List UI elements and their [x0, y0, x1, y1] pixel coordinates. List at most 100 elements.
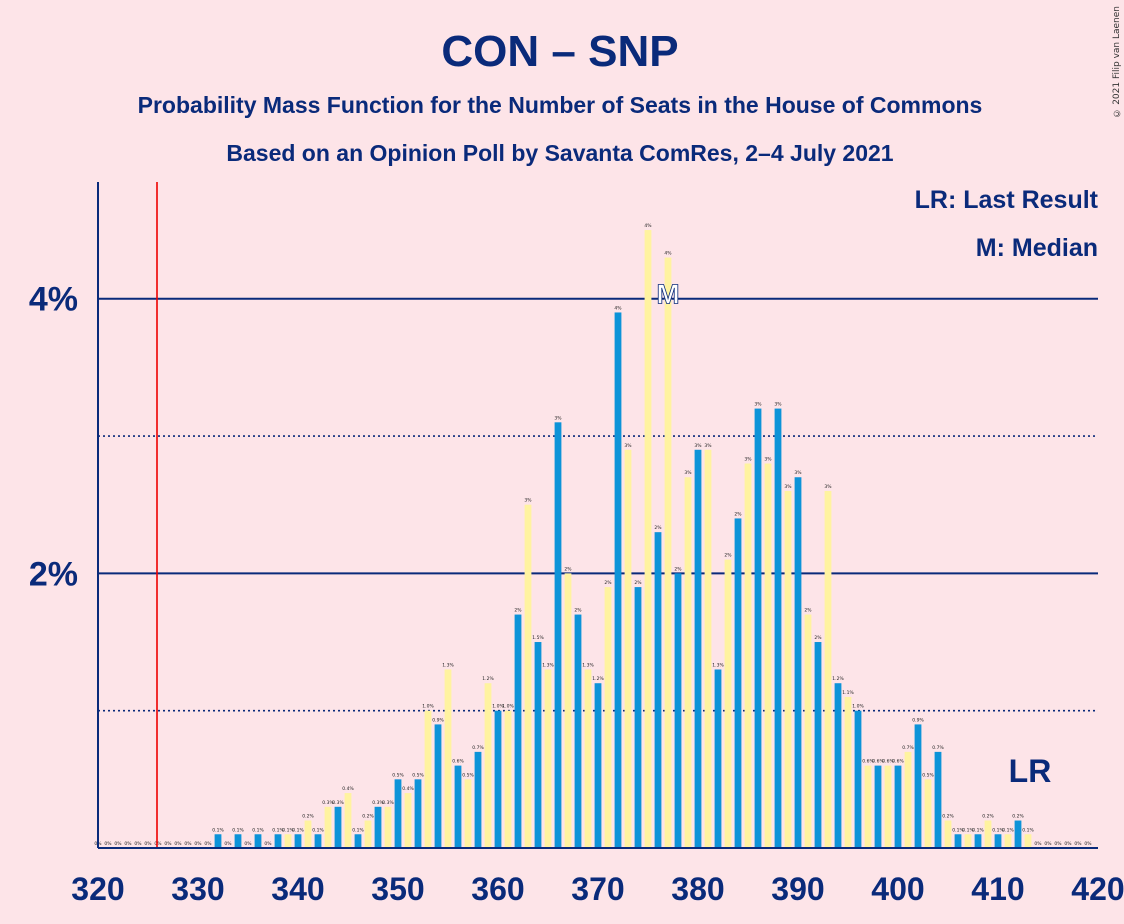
bar-value-label: 0.9% [432, 717, 444, 723]
legend-last-result: LR: Last Result [915, 186, 1099, 214]
bar-value-label: 0.2% [302, 814, 314, 820]
bar [864, 765, 872, 848]
bar-value-label: 0% [264, 841, 272, 847]
bar-value-label: 0% [144, 841, 152, 847]
bar-value-label: 0.5% [462, 772, 474, 778]
bar-value-label: 3% [794, 470, 802, 476]
copyright-notice: © 2021 Filip van Laenen [1112, 6, 1122, 118]
bar-value-label: 0.3% [382, 800, 394, 806]
bar-value-label: 3% [784, 484, 792, 490]
bar [704, 449, 712, 848]
bar-value-label: 3% [554, 415, 562, 421]
bar [934, 751, 942, 848]
bar-value-label: 0.1% [992, 827, 1004, 833]
bar-value-label: 4% [664, 251, 672, 257]
bar [444, 669, 452, 848]
bar-value-label: 0% [1064, 841, 1072, 847]
x-tick-label: 320 [71, 871, 124, 907]
bar-value-label: 0.2% [982, 814, 994, 820]
bar-value-label: 3% [744, 457, 752, 463]
bar-value-label: 1.0% [852, 704, 864, 710]
bar-value-label: 1.3% [442, 662, 454, 668]
bar-value-label: 0% [104, 841, 112, 847]
bar-value-label: 2% [514, 608, 522, 614]
bar [294, 834, 302, 848]
bar-value-label: 2% [814, 635, 822, 641]
bar [714, 669, 722, 848]
bar-value-label: 1.2% [592, 676, 604, 682]
bar [274, 834, 282, 848]
bar [694, 449, 702, 848]
bar-value-label: 2% [574, 608, 582, 614]
bar [284, 834, 292, 848]
bar-value-label: 0% [244, 841, 252, 847]
bar [994, 834, 1002, 848]
bar [304, 820, 312, 848]
x-tick-label: 340 [271, 871, 324, 907]
bar [1014, 820, 1022, 848]
bar-value-label: 0.5% [922, 772, 934, 778]
bar-value-label: 0.6% [882, 759, 894, 765]
bar-value-label: 1.3% [582, 662, 594, 668]
bar [464, 779, 472, 848]
bar-value-label: 2% [654, 525, 662, 531]
bar [364, 820, 372, 848]
bar-value-label: 1.3% [542, 662, 554, 668]
bar-value-label: 3% [774, 402, 782, 408]
bar [614, 312, 622, 848]
bar [734, 518, 742, 848]
bar [484, 683, 492, 848]
bar [214, 834, 222, 848]
bar-value-label: 1.0% [492, 704, 504, 710]
bar-value-label: 0.1% [352, 827, 364, 833]
bar-value-label: 0% [1074, 841, 1082, 847]
bar-value-label: 0.1% [972, 827, 984, 833]
bar [604, 587, 612, 848]
bar [844, 696, 852, 848]
bar [894, 765, 902, 848]
x-tick-label: 410 [971, 871, 1024, 907]
bar [644, 230, 652, 848]
bar-value-label: 0.6% [452, 759, 464, 765]
bar-value-label: 0.2% [942, 814, 954, 820]
bar [794, 477, 802, 848]
bar [554, 422, 562, 848]
bar-value-label: 0.5% [392, 772, 404, 778]
bar [534, 642, 542, 848]
bar [584, 669, 592, 848]
bar-value-label: 0.6% [892, 759, 904, 765]
bar-value-label: 3% [824, 484, 832, 490]
bar [454, 765, 462, 848]
bar [754, 408, 762, 848]
bar [684, 477, 692, 848]
bar-value-label: 0.1% [312, 827, 324, 833]
bar-value-label: 2% [564, 566, 572, 572]
bar-value-label: 1.0% [502, 704, 514, 710]
median-marker: M [656, 279, 679, 310]
y-tick-label: 2% [29, 555, 78, 593]
bar-value-label: 0.9% [912, 717, 924, 723]
bar-value-label: 3% [524, 498, 532, 504]
bar-value-label: 0% [204, 841, 212, 847]
bar-value-label: 0% [164, 841, 172, 847]
bar-value-label: 0% [174, 841, 182, 847]
bar-value-label: 0.2% [1012, 814, 1024, 820]
bar-value-label: 0% [124, 841, 132, 847]
bar-value-label: 0% [194, 841, 202, 847]
bar [254, 834, 262, 848]
bar-value-label: 0.1% [272, 827, 284, 833]
legend-median: M: Median [976, 234, 1098, 262]
bar [574, 614, 582, 848]
bar-value-label: 0.7% [472, 745, 484, 751]
bar [414, 779, 422, 848]
bar-value-label: 0% [1044, 841, 1052, 847]
bar [674, 573, 682, 848]
bar [424, 710, 432, 848]
bar-value-label: 0.1% [292, 827, 304, 833]
bar-value-label: 1.2% [482, 676, 494, 682]
bar-value-label: 0.6% [862, 759, 874, 765]
bar-value-label: 2% [634, 580, 642, 586]
bar [804, 614, 812, 848]
bar [564, 573, 572, 848]
